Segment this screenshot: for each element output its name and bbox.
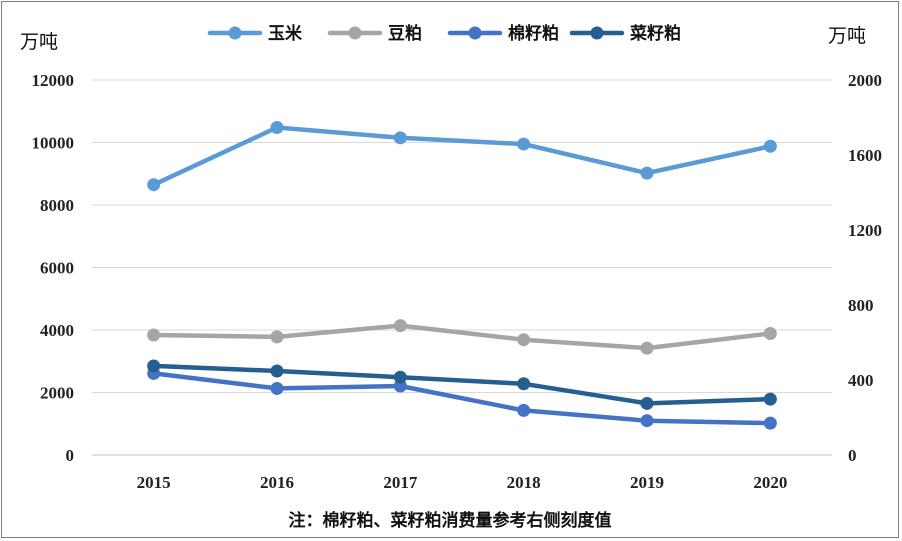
left-tick-label: 4000 (40, 321, 74, 340)
data-point (517, 377, 531, 391)
x-tick-label: 2015 (137, 473, 171, 492)
left-tick-label: 12000 (32, 71, 75, 90)
left-tick-label: 10000 (32, 134, 75, 153)
data-point (517, 137, 531, 151)
legend-item: 玉米 (207, 23, 303, 44)
left-axis-unit: 万吨 (20, 31, 58, 53)
legend-item: 豆粕 (327, 23, 422, 44)
data-point (640, 341, 654, 355)
legend-label: 玉米 (268, 23, 303, 44)
series-玉米 (147, 121, 777, 192)
data-point (763, 139, 777, 153)
series-line (151, 363, 773, 406)
legend-marker (348, 26, 362, 40)
data-point (270, 330, 284, 344)
right-tick-label: 2000 (848, 71, 882, 90)
series-豆粕 (147, 319, 777, 355)
data-point (393, 370, 407, 384)
data-point (640, 414, 654, 428)
series-lines (147, 121, 777, 430)
chart-note: 注：棉籽粕、菜籽粕消费量参考右侧刻度值 (289, 510, 612, 531)
series-line (151, 323, 773, 351)
left-axis-ticks: 0 2000 4000 6000 8000 10000 12000 (32, 71, 75, 465)
legend-label: 棉籽粕 (508, 23, 559, 44)
right-tick-label: 1600 (848, 146, 882, 165)
x-tick-label: 2019 (630, 473, 664, 492)
x-axis-ticks: 2015 2016 2017 2018 2019 2020 (137, 473, 788, 492)
right-tick-label: 400 (848, 371, 874, 390)
data-point (763, 416, 777, 430)
x-tick-label: 2017 (383, 473, 418, 492)
right-tick-label: 0 (848, 446, 857, 465)
left-tick-label: 8000 (40, 196, 74, 215)
x-tick-label: 2020 (753, 473, 787, 492)
legend-item: 棉籽粕 (447, 23, 559, 44)
left-tick-label: 0 (66, 446, 75, 465)
right-axis-ticks: 0 400 800 1200 1600 2000 (848, 71, 882, 465)
right-tick-label: 1200 (848, 221, 882, 240)
series-棉籽粕 (147, 366, 777, 430)
left-tick-label: 6000 (40, 259, 74, 278)
legend-marker (468, 26, 482, 40)
legend-marker (590, 26, 604, 40)
data-point (393, 319, 407, 333)
series-菜籽粕 (147, 359, 777, 410)
data-point (517, 403, 531, 417)
data-point (393, 131, 407, 145)
data-point (270, 121, 284, 134)
data-point (270, 381, 284, 395)
data-point (147, 178, 161, 192)
data-point (270, 364, 284, 378)
left-tick-label: 2000 (40, 384, 74, 403)
legend-label: 菜籽粕 (629, 23, 681, 44)
x-tick-label: 2016 (260, 473, 294, 492)
data-point (763, 392, 777, 406)
legend-label: 豆粕 (388, 23, 422, 44)
series-line (151, 125, 773, 187)
legend-item: 菜籽粕 (569, 23, 681, 44)
x-tick-label: 2018 (507, 473, 541, 492)
legend-marker (228, 26, 242, 40)
right-tick-label: 800 (848, 296, 874, 315)
data-point (147, 328, 161, 342)
series-line (151, 371, 773, 426)
right-axis-unit: 万吨 (828, 25, 866, 47)
legend: 玉米 豆粕 棉籽粕 菜籽粕 (207, 23, 681, 44)
data-point (763, 327, 777, 340)
data-point (147, 359, 161, 373)
data-point (640, 396, 654, 410)
data-point (517, 333, 531, 347)
data-point (640, 166, 654, 180)
